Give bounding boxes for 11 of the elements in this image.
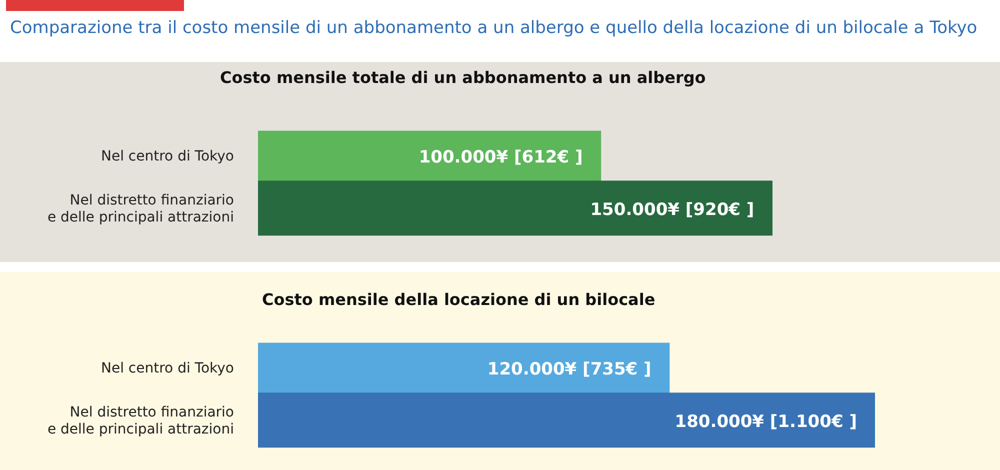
chart-title: Costo mensile della locazione di un bilocale <box>262 290 656 309</box>
data-label: 100.000¥ [612€ ] <box>418 147 583 168</box>
y-tick-label: Nel centro di Tokyo <box>101 360 234 377</box>
y-tick-label: Nel distretto finanziario e delle principali attrazioni <box>47 404 234 438</box>
chart-subtitle: Costo mensile totale di un abbonamento a un albergo <box>220 68 706 87</box>
data-label: 180.000¥ [1.100€ ] <box>674 412 857 432</box>
data-label: 120.000¥ [735€ ] <box>487 359 652 380</box>
data-label: 150.000¥ [920€ ] <box>590 200 754 220</box>
chart-title: Comparazione tra il costo mensile di un abbonamento a un albergo e quello della locazione di un bilocale a Tokyo <box>10 18 978 38</box>
y-tick-label: Nel distretto finanziario e delle principali attrazioni <box>47 192 234 226</box>
y-tick-label: Nel centro di Tokyo <box>101 148 234 165</box>
